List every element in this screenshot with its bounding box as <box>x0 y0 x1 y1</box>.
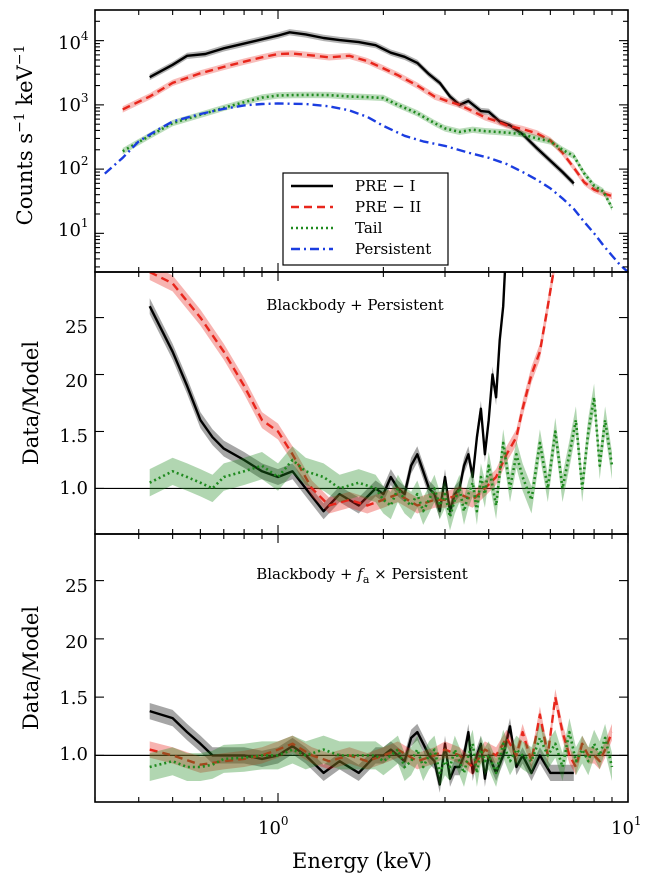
spectrum-ytick-3: 103 <box>58 91 89 116</box>
series-line-pre-i-1 <box>148 272 507 513</box>
band-pre-ii-0 <box>122 50 612 200</box>
ratio2-ytick-1.5: 1.5 <box>59 688 88 709</box>
ratio2-panel-title: Blackbody + fa × Persistent <box>256 565 468 586</box>
legend-label-pre-ii: PRE − II <box>355 198 421 216</box>
band-tail-2 <box>149 718 612 787</box>
ratio2-ytick-2.5: 25 <box>65 576 88 597</box>
ratio1-panel-title: Blackbody + Persistent <box>266 296 443 314</box>
ratio1-ylabel: Data/Model <box>19 341 43 465</box>
ratio2-ytick-2.0: 20 <box>65 632 88 653</box>
series-line-pre-ii-0 <box>122 52 613 198</box>
series-line-pre-ii-1 <box>149 272 555 507</box>
spectrum-ytick-1: 101 <box>58 216 89 241</box>
series-line-persistent-0 <box>104 102 628 272</box>
ratio2-ylabel: Data/Model <box>19 606 43 730</box>
spectrum-series-group <box>104 29 628 272</box>
ratio2-plot-frame <box>94 533 629 803</box>
series-line-pre-i-0 <box>149 31 575 185</box>
legend: PRE − I PRE − II Tail Persistent <box>282 172 449 266</box>
ratio1-ytick-2.5: 25 <box>65 317 88 338</box>
ratio1-ytick-1.0: 1.0 <box>59 478 88 499</box>
xtick-label-1: 100 <box>258 814 289 839</box>
ratio1-series-group <box>95 272 628 531</box>
series-line-tail-2 <box>149 730 614 775</box>
spectrum-panel: 101 102 103 104 Counts s−1 keV−1 PRE − I… <box>12 9 629 273</box>
spectrum-ytick-4: 104 <box>58 29 89 54</box>
legend-label-pre-i: PRE − I <box>355 177 415 195</box>
series-line-pre-i-2 <box>149 709 574 786</box>
legend-label-persistent: Persistent <box>355 240 431 258</box>
ratio2-ytick-1.0: 1.0 <box>59 744 88 765</box>
legend-label-tail: Tail <box>355 219 383 237</box>
x-axis-label: Energy (keV) <box>292 849 432 873</box>
ratio-panel-blackbody-fa-persistent: 1.0 1.5 20 25 Data/Model Blackbody + fa … <box>19 533 642 873</box>
ratio2-series-group <box>95 689 628 793</box>
ratio1-ytick-2.0: 20 <box>65 371 88 392</box>
series-line-pre-ii-2 <box>149 695 614 769</box>
band-tail-1 <box>149 383 612 531</box>
band-pre-i-2 <box>149 703 574 793</box>
spectrum-ytick-2: 102 <box>58 154 89 179</box>
ratio1-ytick-1.5: 1.5 <box>59 426 88 447</box>
ratio2-ticks <box>94 534 629 802</box>
ratio-panel-blackbody-persistent: 1.0 1.5 20 25 Data/Model Blackbody + Per… <box>19 271 629 535</box>
spectrum-ticks <box>94 9 629 272</box>
series-line-tail-0 <box>122 93 614 209</box>
spectrum-ylabel: Counts s−1 keV−1 <box>12 45 37 226</box>
xtick-label-10: 101 <box>611 814 642 839</box>
ratio1-ticks <box>94 272 629 534</box>
